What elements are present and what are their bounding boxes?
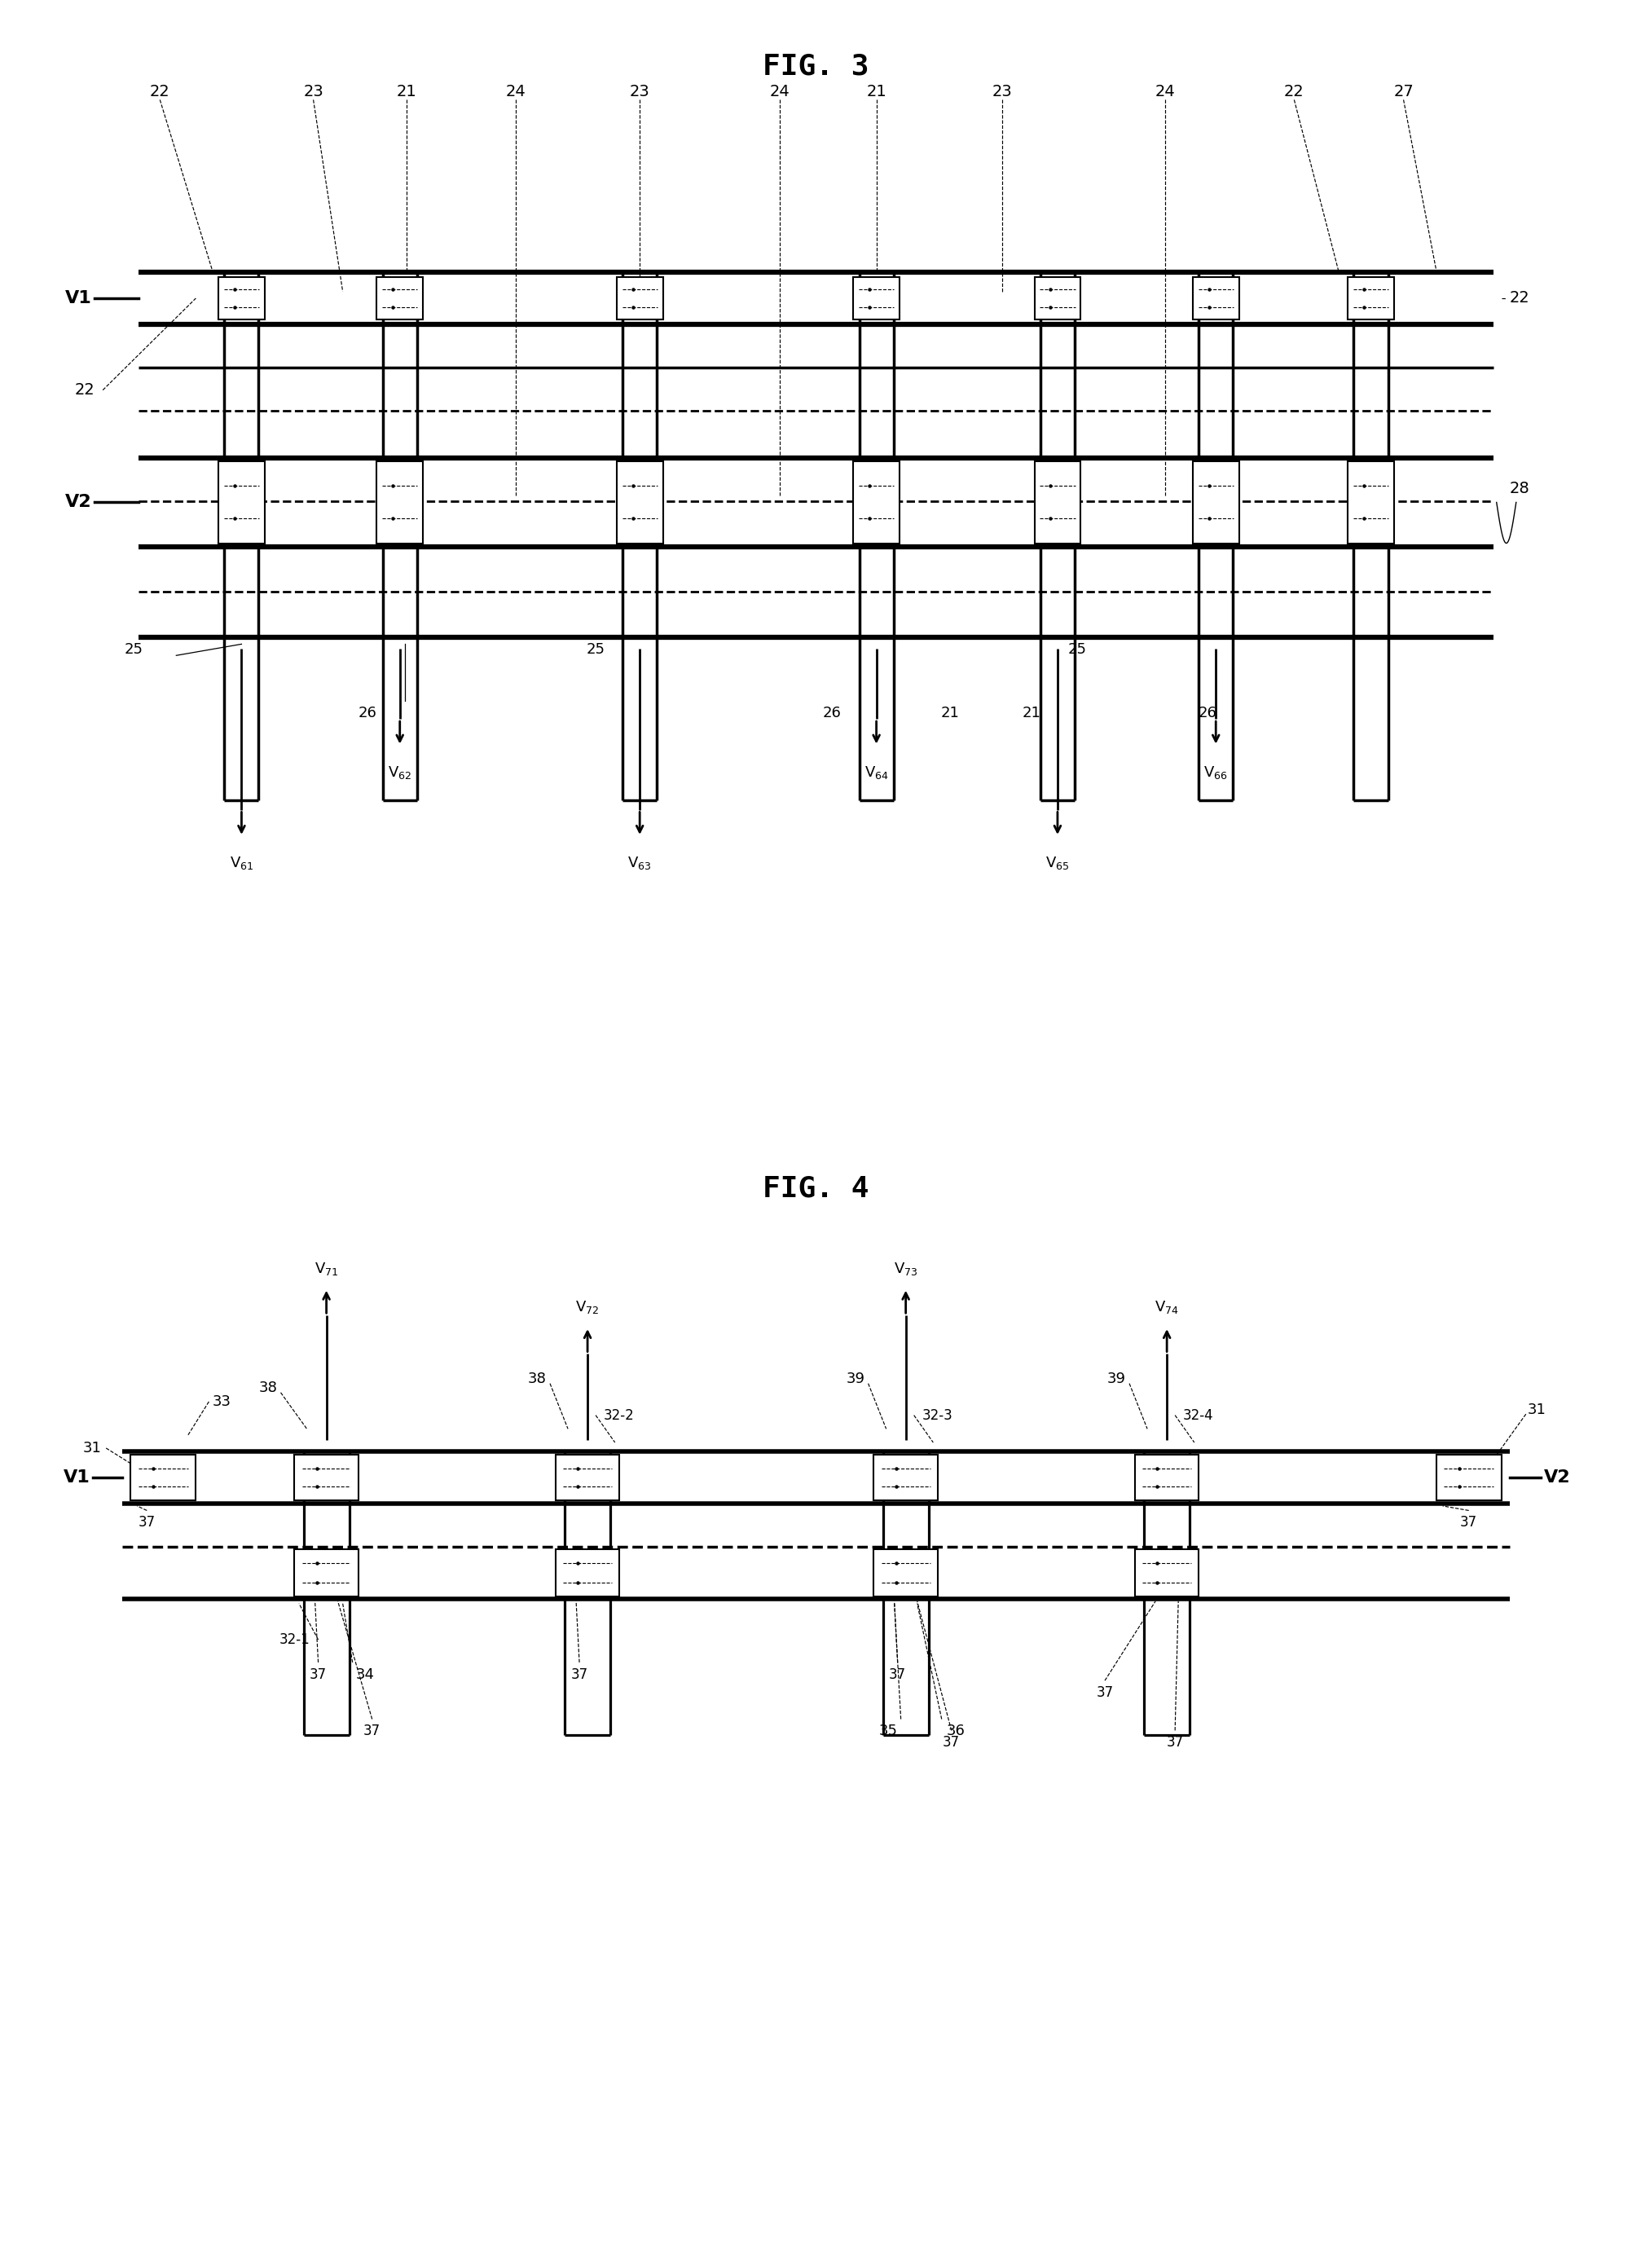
Bar <box>555 1549 620 1597</box>
Text: 39: 39 <box>1108 1372 1126 1386</box>
Text: V$_{63}$: V$_{63}$ <box>628 855 651 871</box>
Bar <box>294 1456 359 1501</box>
Bar <box>1134 1549 1200 1597</box>
Bar <box>1193 463 1239 544</box>
Text: 37: 37 <box>943 1735 960 1749</box>
Bar <box>617 463 663 544</box>
Text: 35: 35 <box>880 1724 898 1737</box>
Bar <box>555 1456 620 1501</box>
Text: 37: 37 <box>139 1515 155 1529</box>
Text: 24: 24 <box>506 84 526 100</box>
Text: 32-1: 32-1 <box>279 1633 310 1647</box>
Text: 38: 38 <box>259 1381 277 1395</box>
Text: V$_{65}$: V$_{65}$ <box>1046 855 1069 871</box>
Bar <box>873 1456 938 1501</box>
Bar <box>854 463 899 544</box>
Text: 21: 21 <box>1022 705 1041 719</box>
Text: 32-2: 32-2 <box>604 1408 635 1422</box>
Text: 33: 33 <box>212 1395 230 1408</box>
Text: 22: 22 <box>150 84 170 100</box>
Text: 22: 22 <box>1284 84 1304 100</box>
Text: 32-4: 32-4 <box>1183 1408 1214 1422</box>
Bar <box>377 277 423 320</box>
Text: 21: 21 <box>940 705 960 719</box>
Text: 25: 25 <box>124 642 144 655</box>
Text: 37: 37 <box>1097 1685 1113 1699</box>
Text: 37: 37 <box>1461 1515 1477 1529</box>
Bar <box>1035 277 1080 320</box>
Bar <box>1134 1456 1200 1501</box>
Text: 27: 27 <box>1394 84 1413 100</box>
Text: 36: 36 <box>947 1724 965 1737</box>
Text: V$_{74}$: V$_{74}$ <box>1155 1300 1178 1315</box>
Text: 34: 34 <box>356 1667 374 1681</box>
Text: 23: 23 <box>630 84 650 100</box>
Bar <box>1035 463 1080 544</box>
Text: FIG. 4: FIG. 4 <box>762 1175 870 1202</box>
Text: V$_{71}$: V$_{71}$ <box>315 1261 338 1277</box>
Bar <box>131 1456 196 1501</box>
Text: 22: 22 <box>75 383 95 397</box>
Text: 31: 31 <box>1528 1402 1546 1418</box>
Text: 25: 25 <box>586 642 605 655</box>
Text: 37: 37 <box>364 1724 380 1737</box>
Bar <box>854 277 899 320</box>
Text: V2: V2 <box>1544 1470 1570 1486</box>
Text: V$_{73}$: V$_{73}$ <box>894 1261 917 1277</box>
Text: 24: 24 <box>770 84 790 100</box>
Text: 28: 28 <box>1510 481 1529 497</box>
Text: V$_{72}$: V$_{72}$ <box>576 1300 599 1315</box>
Text: 37: 37 <box>310 1667 326 1681</box>
Text: V2: V2 <box>65 494 91 510</box>
Text: V$_{64}$: V$_{64}$ <box>865 764 888 780</box>
Bar <box>219 463 264 544</box>
Text: 37: 37 <box>571 1667 588 1681</box>
Text: V$_{61}$: V$_{61}$ <box>230 855 253 871</box>
Bar <box>1436 1456 1501 1501</box>
Bar <box>294 1549 359 1597</box>
Text: FIG. 3: FIG. 3 <box>762 52 870 79</box>
Bar <box>1348 277 1394 320</box>
Bar <box>219 277 264 320</box>
Bar <box>617 277 663 320</box>
Text: 23: 23 <box>992 84 1012 100</box>
Bar <box>377 463 423 544</box>
Bar <box>873 1549 938 1597</box>
Text: V1: V1 <box>64 1470 90 1486</box>
Bar <box>1193 277 1239 320</box>
Text: 26: 26 <box>357 705 377 719</box>
Text: 37: 37 <box>1167 1735 1183 1749</box>
Text: 21: 21 <box>867 84 886 100</box>
Text: V1: V1 <box>65 290 91 306</box>
Text: 24: 24 <box>1155 84 1175 100</box>
Text: 32-3: 32-3 <box>922 1408 953 1422</box>
Text: V$_{62}$: V$_{62}$ <box>388 764 411 780</box>
Text: 21: 21 <box>397 84 416 100</box>
Text: 23: 23 <box>304 84 323 100</box>
Text: 39: 39 <box>847 1372 865 1386</box>
Bar <box>1348 463 1394 544</box>
Text: 26: 26 <box>823 705 842 719</box>
Text: 22: 22 <box>1510 290 1529 306</box>
Text: 38: 38 <box>529 1372 547 1386</box>
Text: 26: 26 <box>1198 705 1217 719</box>
Text: 31: 31 <box>83 1440 101 1456</box>
Text: V$_{66}$: V$_{66}$ <box>1204 764 1227 780</box>
Text: 37: 37 <box>889 1667 906 1681</box>
Text: 25: 25 <box>1067 642 1087 655</box>
